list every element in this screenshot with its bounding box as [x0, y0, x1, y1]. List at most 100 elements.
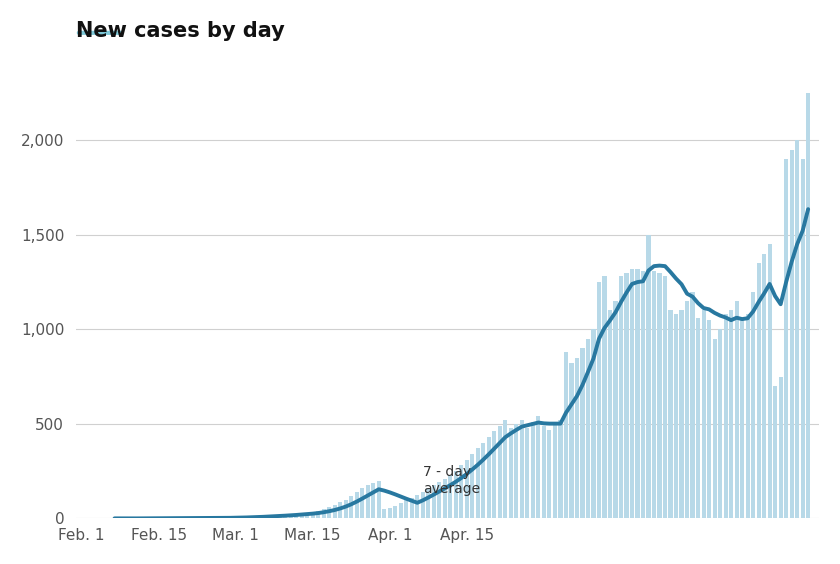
- Bar: [475, 448, 480, 518]
- Bar: [465, 460, 469, 518]
- Text: 7 - day
average: 7 - day average: [423, 465, 480, 496]
- Bar: [624, 272, 628, 518]
- Bar: [255, 517, 260, 518]
- Bar: [376, 481, 381, 518]
- Bar: [553, 424, 557, 518]
- Bar: [608, 310, 612, 518]
- Bar: [234, 517, 238, 518]
- Bar: [784, 159, 788, 518]
- Bar: [773, 386, 777, 518]
- Bar: [757, 263, 761, 518]
- Bar: [404, 500, 408, 518]
- Bar: [289, 514, 293, 518]
- Bar: [707, 320, 711, 518]
- Bar: [388, 508, 391, 518]
- Bar: [663, 276, 667, 518]
- Bar: [652, 271, 656, 518]
- Bar: [768, 244, 772, 518]
- Bar: [382, 509, 386, 518]
- Bar: [669, 310, 673, 518]
- Bar: [399, 503, 403, 518]
- Bar: [564, 352, 568, 518]
- Bar: [300, 513, 304, 518]
- Bar: [365, 486, 370, 518]
- Bar: [470, 454, 475, 518]
- Bar: [344, 500, 348, 518]
- Bar: [696, 318, 700, 518]
- Bar: [597, 282, 601, 518]
- Bar: [531, 422, 535, 518]
- Bar: [729, 310, 733, 518]
- Bar: [443, 479, 447, 518]
- Bar: [680, 310, 684, 518]
- Bar: [619, 276, 623, 518]
- Bar: [806, 93, 811, 518]
- Bar: [503, 420, 507, 518]
- Bar: [762, 254, 766, 518]
- Bar: [492, 431, 496, 518]
- Bar: [740, 320, 744, 518]
- Bar: [685, 301, 689, 518]
- Bar: [349, 496, 354, 518]
- Bar: [575, 358, 579, 518]
- Bar: [415, 495, 419, 518]
- Bar: [371, 483, 375, 518]
- Bar: [701, 310, 706, 518]
- Text: New cases by day: New cases by day: [76, 21, 285, 41]
- Bar: [421, 492, 425, 518]
- Bar: [294, 514, 298, 518]
- Bar: [542, 426, 546, 518]
- Bar: [449, 475, 453, 518]
- Bar: [537, 416, 540, 518]
- Bar: [647, 235, 651, 518]
- Bar: [514, 424, 518, 518]
- Bar: [322, 509, 326, 518]
- Bar: [602, 276, 606, 518]
- Bar: [481, 443, 486, 518]
- Bar: [410, 497, 414, 518]
- Bar: [746, 314, 749, 518]
- Bar: [311, 512, 315, 518]
- Bar: [674, 314, 678, 518]
- Bar: [734, 301, 738, 518]
- Bar: [316, 511, 320, 518]
- Bar: [354, 492, 359, 518]
- Bar: [570, 363, 574, 518]
- Bar: [487, 437, 491, 518]
- Bar: [790, 149, 794, 518]
- Bar: [244, 517, 249, 518]
- Bar: [580, 348, 585, 518]
- Bar: [432, 486, 436, 518]
- Bar: [261, 516, 265, 518]
- Bar: [393, 506, 397, 518]
- Bar: [751, 292, 755, 518]
- Bar: [635, 269, 639, 518]
- Bar: [272, 515, 276, 518]
- Bar: [779, 377, 783, 518]
- Bar: [266, 515, 270, 518]
- Bar: [250, 517, 255, 518]
- Bar: [718, 329, 722, 518]
- Bar: [658, 272, 662, 518]
- Bar: [525, 428, 529, 518]
- Bar: [426, 488, 430, 518]
- Bar: [723, 314, 727, 518]
- Bar: [239, 517, 244, 518]
- Bar: [459, 465, 464, 518]
- Bar: [333, 505, 337, 518]
- Bar: [327, 507, 331, 518]
- Bar: [509, 428, 513, 518]
- Bar: [548, 430, 552, 518]
- Bar: [801, 159, 805, 518]
- Bar: [454, 471, 458, 518]
- Bar: [278, 515, 281, 518]
- Bar: [585, 339, 590, 518]
- Bar: [559, 420, 563, 518]
- Bar: [339, 503, 343, 518]
- Bar: [712, 339, 717, 518]
- Bar: [690, 292, 695, 518]
- Bar: [630, 269, 634, 518]
- Bar: [795, 140, 799, 518]
- Bar: [591, 329, 596, 518]
- Bar: [283, 515, 287, 518]
